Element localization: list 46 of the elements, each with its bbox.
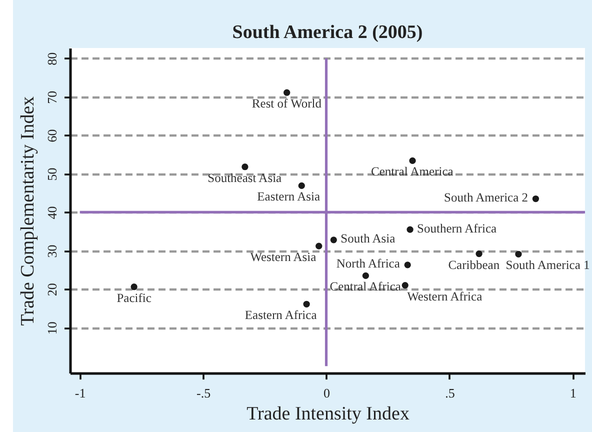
x-axis-title: Trade Intensity Index bbox=[246, 404, 410, 424]
x-tick-label: -.5 bbox=[196, 386, 211, 400]
series-label: Eastern Africa bbox=[244, 308, 318, 322]
y-tick-label: 10 bbox=[44, 322, 60, 335]
point bbox=[476, 250, 482, 258]
series-label: South America 2 bbox=[444, 190, 528, 205]
series-label: Eastern Asia bbox=[257, 190, 320, 204]
point bbox=[130, 284, 138, 290]
point bbox=[330, 236, 337, 244]
series-label: Western Africa bbox=[407, 289, 483, 304]
point bbox=[532, 195, 540, 202]
y-tick-label: 60 bbox=[44, 129, 60, 142]
y-axis-title: Trade Complementarity Index bbox=[18, 96, 38, 326]
series-label: Central America bbox=[371, 164, 454, 179]
x-tick-label: 0 bbox=[324, 386, 330, 400]
y-tick-label: 80 bbox=[44, 52, 60, 66]
x-tick-label: .5 bbox=[445, 386, 455, 400]
point bbox=[298, 182, 305, 190]
point bbox=[406, 226, 414, 233]
y-tick-label: 30 bbox=[44, 244, 60, 258]
series-label: Central Africa bbox=[330, 280, 402, 294]
point bbox=[404, 262, 411, 268]
series-label: South America 1 bbox=[506, 258, 590, 272]
x-tick-label: 1 bbox=[570, 386, 576, 400]
series-label: Southeast Asia bbox=[208, 170, 282, 185]
series-label: Rest of World bbox=[252, 96, 322, 111]
x-tick-label: -1 bbox=[74, 386, 86, 400]
y-tick-label: 50 bbox=[44, 168, 60, 181]
point bbox=[284, 89, 290, 96]
y-tick-label: 70 bbox=[44, 90, 60, 104]
point bbox=[303, 300, 310, 308]
point bbox=[362, 272, 370, 280]
point bbox=[242, 164, 248, 170]
point bbox=[409, 157, 416, 164]
point bbox=[316, 242, 322, 250]
chart-title: South America 2 (2005) bbox=[232, 22, 423, 43]
y-tick-label: 40 bbox=[44, 206, 60, 220]
series-label: Caribbean bbox=[448, 258, 500, 272]
series-label: Southern Africa bbox=[417, 221, 497, 236]
series-label: Pacific bbox=[116, 290, 152, 305]
series-label: Western Asia bbox=[250, 250, 317, 264]
series-label: North Africa bbox=[336, 256, 400, 271]
y-tick-label: 20 bbox=[44, 283, 60, 296]
point bbox=[515, 250, 522, 258]
point bbox=[402, 282, 408, 289]
series-label: South Asia bbox=[340, 232, 396, 246]
